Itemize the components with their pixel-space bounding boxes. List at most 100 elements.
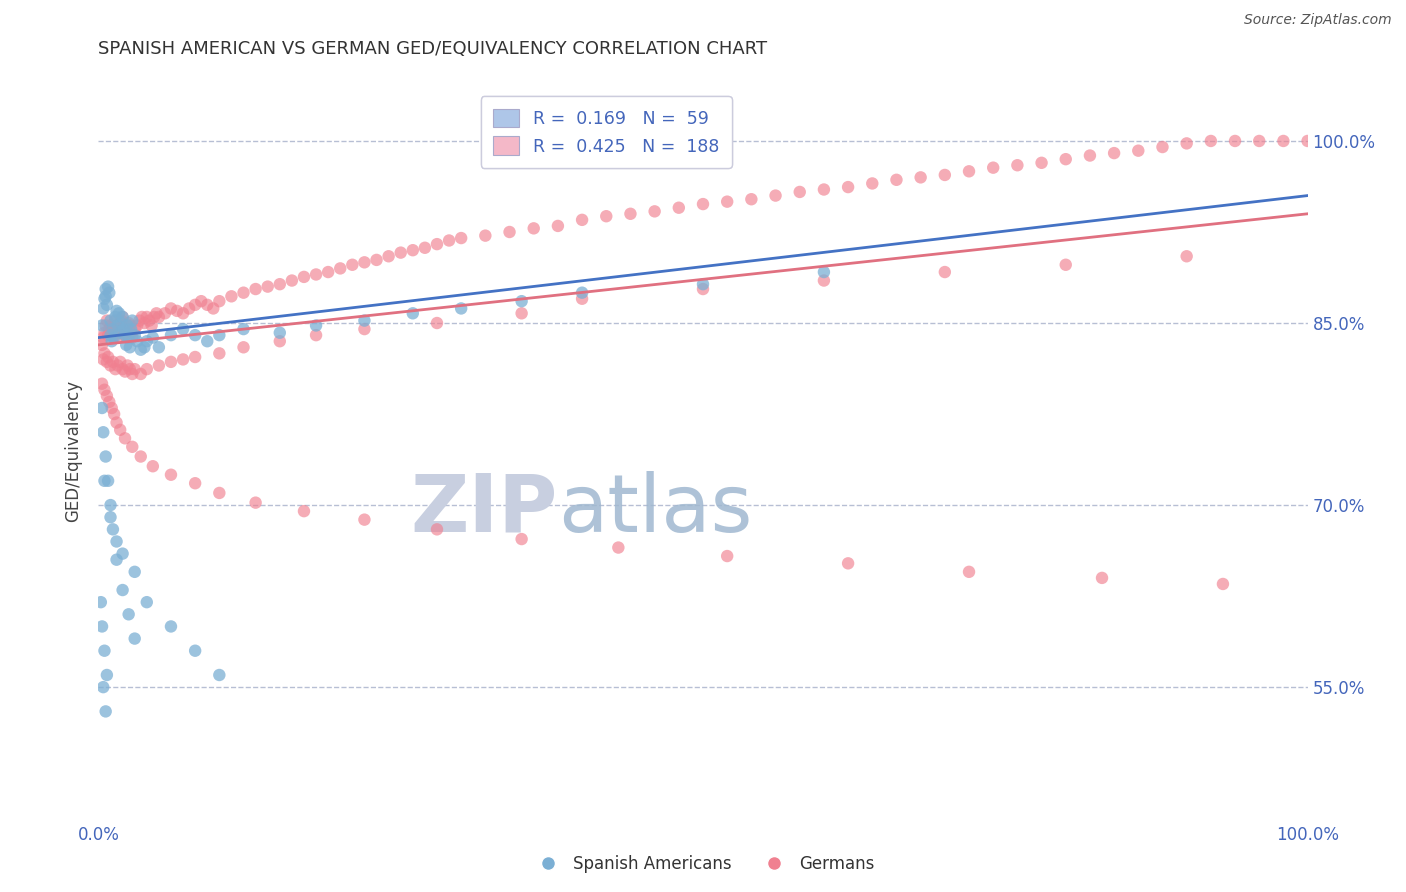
Point <box>184 298 207 312</box>
Point <box>426 522 449 536</box>
Point <box>1175 249 1198 263</box>
Point <box>118 340 141 354</box>
Point <box>124 322 146 336</box>
Point <box>571 292 593 306</box>
Point <box>117 359 139 373</box>
Point <box>131 310 153 324</box>
Point <box>112 322 135 336</box>
Point <box>105 416 128 430</box>
Point <box>450 231 472 245</box>
Point <box>221 289 243 303</box>
Point <box>153 306 176 320</box>
Point <box>837 180 859 194</box>
Point <box>142 459 165 474</box>
Point <box>128 313 150 327</box>
Point <box>96 389 118 403</box>
Point <box>94 450 117 464</box>
Point <box>94 318 117 333</box>
Point <box>100 328 122 343</box>
Point <box>595 209 617 223</box>
Point <box>160 355 183 369</box>
Point <box>91 619 114 633</box>
Point <box>101 322 124 336</box>
Point <box>103 330 125 344</box>
Point <box>571 285 593 300</box>
Point <box>184 350 207 364</box>
Point <box>91 680 114 694</box>
Point <box>402 243 425 257</box>
Point <box>692 197 714 211</box>
Point <box>377 249 399 263</box>
Point <box>353 322 375 336</box>
Point <box>135 310 157 324</box>
Point <box>316 265 339 279</box>
Point <box>571 212 593 227</box>
Point <box>1223 134 1246 148</box>
Point <box>1078 148 1101 162</box>
Point <box>121 440 143 454</box>
Point <box>172 352 194 367</box>
Point <box>124 632 146 646</box>
Point <box>179 301 201 316</box>
Point <box>232 322 254 336</box>
Point <box>353 255 375 269</box>
Point <box>886 173 908 187</box>
Point <box>148 340 170 354</box>
Point <box>837 557 859 571</box>
Point <box>111 310 134 324</box>
Text: ZIP: ZIP <box>411 471 558 549</box>
Point <box>1128 144 1150 158</box>
Point <box>94 289 117 303</box>
Point <box>269 326 291 340</box>
Point <box>269 277 291 292</box>
Point <box>118 330 141 344</box>
Y-axis label: GED/Equivalency: GED/Equivalency <box>65 379 83 522</box>
Point <box>437 234 460 248</box>
Legend: R =  0.169   N =  59, R =  0.425   N =  188: R = 0.169 N = 59, R = 0.425 N = 188 <box>481 96 731 168</box>
Point <box>957 164 980 178</box>
Point <box>107 326 129 340</box>
Point <box>208 668 231 682</box>
Point <box>127 334 149 349</box>
Point <box>547 219 569 233</box>
Point <box>160 301 183 316</box>
Point <box>190 294 212 309</box>
Point <box>426 237 449 252</box>
Point <box>93 644 115 658</box>
Point <box>148 359 170 373</box>
Point <box>114 365 136 379</box>
Point <box>813 274 835 288</box>
Point <box>93 474 115 488</box>
Point <box>474 228 496 243</box>
Point <box>111 582 134 597</box>
Text: atlas: atlas <box>558 471 752 549</box>
Point <box>91 376 114 391</box>
Point <box>121 330 143 344</box>
Point <box>97 328 120 343</box>
Point <box>108 306 131 320</box>
Point <box>110 313 132 327</box>
Point <box>117 322 139 336</box>
Point <box>101 355 124 369</box>
Point <box>142 330 165 344</box>
Point <box>668 201 690 215</box>
Point <box>105 552 128 566</box>
Point <box>366 252 388 267</box>
Point <box>281 274 304 288</box>
Point <box>98 285 121 300</box>
Point <box>103 407 125 421</box>
Point <box>619 207 641 221</box>
Point <box>813 265 835 279</box>
Point <box>129 343 152 357</box>
Point <box>389 245 412 260</box>
Point <box>644 204 666 219</box>
Point <box>232 285 254 300</box>
Point <box>789 185 811 199</box>
Point <box>124 328 146 343</box>
Point <box>716 549 738 563</box>
Point <box>353 313 375 327</box>
Point <box>114 328 136 343</box>
Point <box>93 292 115 306</box>
Point <box>413 241 436 255</box>
Point <box>100 318 122 333</box>
